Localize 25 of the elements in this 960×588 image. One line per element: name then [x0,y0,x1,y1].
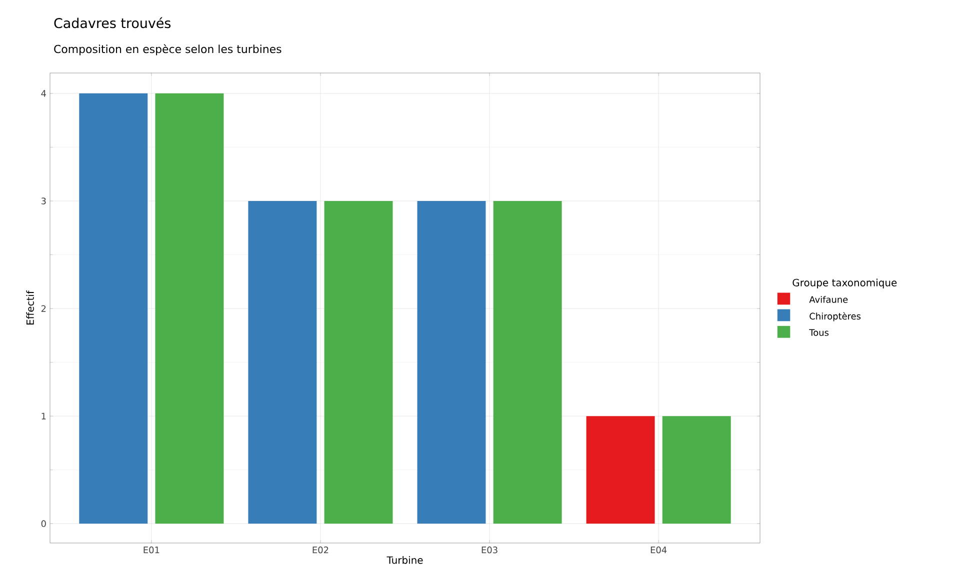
bar [662,416,731,524]
legend-label: Avifaune [809,296,848,303]
y-tick-label: 0 [41,520,46,528]
x-axis-title: Turbine [386,556,423,564]
bar [324,200,393,524]
x-tick-label: E04 [650,546,667,554]
x-tick-label: E02 [312,546,328,554]
legend-title: Groupe taxonomique [792,278,897,288]
bar [586,416,655,524]
chart-title: Cadavres trouvés [54,17,171,28]
y-tick-label: 3 [41,198,46,204]
bar [248,200,317,524]
bar [417,200,486,524]
x-tick-label: E03 [482,546,498,554]
x-tick-label: E01 [144,546,160,554]
y-tick-label: 4 [41,90,46,97]
chart-subtitle: Composition en espèce selon les turbines [54,44,282,56]
y-tick-label: 1 [42,412,46,420]
bar [155,93,224,524]
bar [79,93,148,524]
bar [493,200,562,524]
y-axis-title: Effectif [26,290,34,324]
legend-label: Tous [809,329,829,336]
y-tick-label: 2 [41,305,46,312]
legend-label: Chiroptères [810,312,861,322]
